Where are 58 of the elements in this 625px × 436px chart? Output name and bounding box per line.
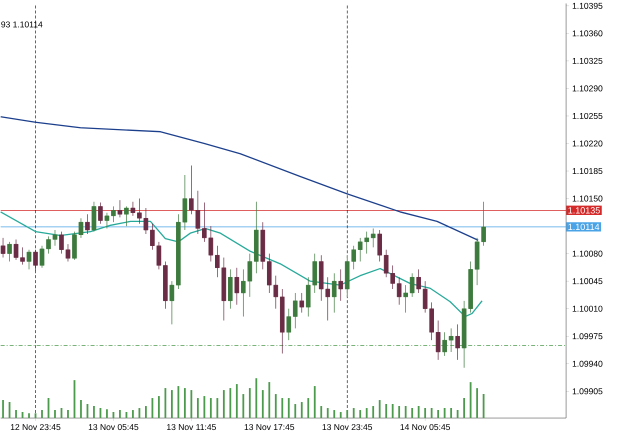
x-tick-label: 13 Nov 11:45 xyxy=(167,424,216,430)
candlestick xyxy=(92,201,96,232)
candlestick xyxy=(370,228,376,248)
y-tick-label: 1.09940 xyxy=(572,360,602,367)
y-tick-label: 1.10080 xyxy=(572,250,602,257)
y-tick-label: 1.10290 xyxy=(572,85,602,92)
ref-line-label: 1.10114 xyxy=(568,224,600,230)
y-tick-label: 1.09905 xyxy=(572,388,602,394)
candlestick xyxy=(410,272,414,298)
candlestick xyxy=(364,231,370,254)
candlestick xyxy=(332,272,337,313)
candlestick xyxy=(390,265,396,290)
candlestick xyxy=(455,324,460,360)
y-tick-label: 1.10360 xyxy=(572,30,602,36)
x-tick-label: 12 Nov 23:45 xyxy=(10,424,60,430)
candlestick xyxy=(384,249,389,278)
y-tick-label: 1.10220 xyxy=(572,140,602,146)
candlestick xyxy=(118,200,122,218)
y-tick-label: 1.10395 xyxy=(572,2,602,9)
annotation: 93 1.10114 xyxy=(1,21,42,28)
candlestick xyxy=(325,276,330,321)
candlestick xyxy=(396,276,402,306)
candlestick xyxy=(266,253,272,294)
candlestick xyxy=(403,284,408,313)
candlestick xyxy=(312,253,318,294)
candlestick xyxy=(124,206,129,226)
y-tick-label: 1.10045 xyxy=(572,278,602,284)
candlestick xyxy=(26,249,32,270)
y-tick-label: 1.10010 xyxy=(572,306,602,312)
candlestick xyxy=(247,253,252,298)
y-tick-label: 1.10325 xyxy=(572,58,602,64)
x-tick-label: 13 Nov 05:45 xyxy=(88,424,138,430)
candlestick xyxy=(306,276,311,317)
ref-line-label: 1.10135 xyxy=(568,207,600,214)
candlestick xyxy=(299,292,304,313)
candlestick xyxy=(358,238,363,262)
candlestick xyxy=(273,275,278,310)
y-tick-label: 1.10255 xyxy=(572,112,602,119)
candlestick xyxy=(351,245,356,270)
candlestick xyxy=(33,249,38,272)
candlestick xyxy=(377,230,382,262)
x-tick-label: 13 Nov 17:45 xyxy=(244,424,294,430)
candlestick xyxy=(85,214,90,234)
y-tick-label: 1.10150 xyxy=(572,196,602,202)
candlestick xyxy=(7,241,12,262)
candlestick xyxy=(338,269,344,302)
x-tick-label: 14 Nov 05:45 xyxy=(400,424,450,430)
candlestick xyxy=(98,202,103,224)
x-tick-label: 13 Nov 23:45 xyxy=(322,424,372,430)
y-tick-label: 1.10185 xyxy=(572,168,602,174)
candlestick xyxy=(0,238,6,258)
candlestick xyxy=(215,245,220,278)
candlestick xyxy=(240,269,246,317)
candlestick xyxy=(228,269,233,310)
candlestick xyxy=(292,292,298,329)
y-tick-label: 1.09975 xyxy=(572,333,602,340)
candlestick xyxy=(286,308,292,341)
candlestick xyxy=(234,267,240,306)
